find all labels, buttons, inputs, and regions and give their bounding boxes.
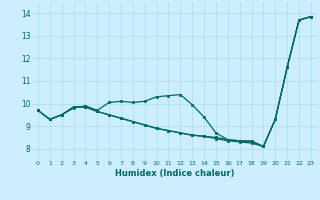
X-axis label: Humidex (Indice chaleur): Humidex (Indice chaleur) bbox=[115, 169, 234, 178]
